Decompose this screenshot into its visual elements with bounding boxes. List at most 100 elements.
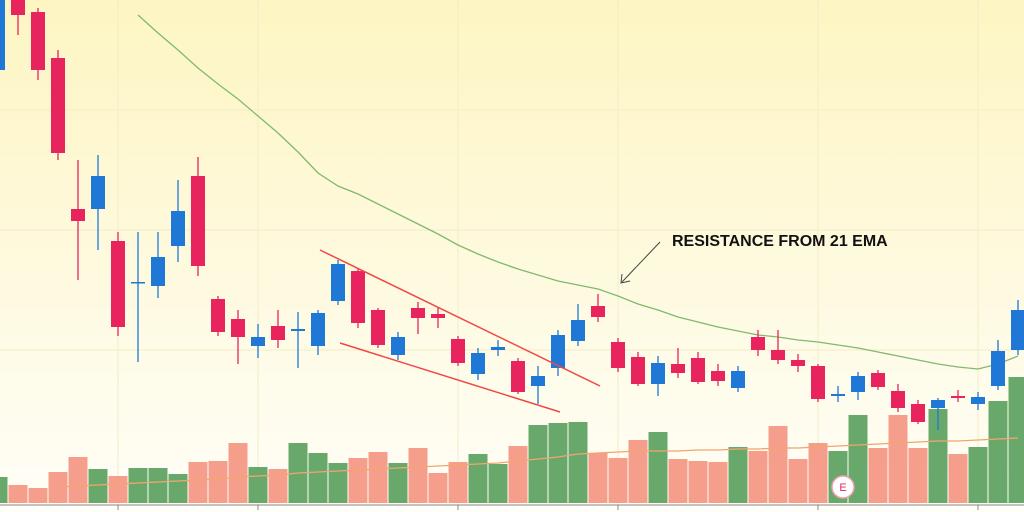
trend-line-lower (339, 342, 561, 413)
candle-body (991, 351, 1005, 386)
volume-bar (68, 457, 88, 503)
volume-bar (268, 469, 288, 503)
candle-body (91, 176, 105, 209)
candle-body (511, 361, 525, 392)
candle-body (191, 176, 205, 266)
volume-bar (788, 459, 808, 503)
volume-bar (448, 462, 468, 503)
candle-body (751, 337, 765, 350)
candle-body (171, 211, 185, 246)
volume-bar (488, 464, 508, 503)
volume-bar (188, 462, 208, 503)
candle-body (291, 329, 305, 331)
candle-body (631, 357, 645, 384)
volume-bar (988, 401, 1008, 503)
candle-body (851, 376, 865, 392)
volume-bar (228, 443, 248, 503)
volume-bar (128, 468, 148, 503)
volume-bar (8, 485, 28, 503)
candle-body (891, 391, 905, 408)
volume-bar (968, 447, 988, 503)
candle-body (951, 396, 965, 398)
x-axis-ticks (117, 505, 979, 510)
trend-line-upper (319, 249, 601, 387)
volume-bar (928, 409, 948, 503)
candle-body (71, 209, 85, 221)
candle-body (211, 299, 225, 332)
volume-bar (668, 459, 688, 503)
candle-body (351, 271, 365, 323)
candle-body (831, 394, 845, 396)
candle-body (671, 364, 685, 373)
volume-bar (248, 467, 268, 503)
volume-bar (408, 448, 428, 503)
candle-body (971, 397, 985, 404)
volume-bar (648, 432, 668, 503)
candle-body (51, 58, 65, 153)
volume-bar (548, 423, 568, 503)
candle-body (811, 366, 825, 399)
candle-body (451, 339, 465, 363)
candle-body (611, 342, 625, 368)
earnings-marker-label: E (839, 482, 846, 494)
candle-body (11, 0, 25, 15)
candle-body (731, 371, 745, 388)
candle-body (591, 306, 605, 317)
volume-bar (628, 440, 648, 503)
candle-body (491, 347, 505, 350)
candle-body (331, 264, 345, 301)
volume-bar (528, 425, 548, 503)
candle-body (231, 319, 245, 337)
candle-body (651, 363, 665, 384)
earnings-marker[interactable] (831, 475, 855, 499)
volume-bar (368, 452, 388, 503)
candle-body (871, 373, 885, 387)
volume-bar (28, 488, 48, 503)
volume-bar (168, 474, 188, 503)
volume-bar (708, 462, 728, 503)
ema-line (137, 14, 1019, 370)
candle-body (1011, 310, 1024, 350)
candle-body (691, 358, 705, 382)
volume-bar (468, 454, 488, 503)
volume-bar (568, 422, 588, 503)
candle-body (431, 314, 445, 318)
volume-bar (868, 448, 888, 503)
volume-bar (948, 454, 968, 503)
volume-bar (148, 468, 168, 503)
volume-bar (508, 446, 528, 503)
candle-body (931, 400, 945, 408)
volume-bar (0, 477, 8, 503)
candle-body (791, 360, 805, 366)
candle-body (711, 371, 725, 381)
volume-bar (728, 447, 748, 503)
volume-bar (888, 415, 908, 503)
candle-body (251, 337, 265, 346)
volume-bar (328, 463, 348, 503)
candle-body (131, 282, 145, 284)
volume-ma-line (57, 437, 1019, 488)
candle-body (371, 310, 385, 345)
candle-body (571, 320, 585, 341)
candle-body (311, 313, 325, 346)
volume-bar (208, 461, 228, 503)
candle-body (111, 241, 125, 327)
volume-bar (748, 451, 768, 503)
candle-body (911, 404, 925, 422)
volume-bar (848, 415, 868, 503)
volume-bar (1008, 377, 1024, 503)
candle-body (771, 350, 785, 360)
candle-body (391, 337, 405, 355)
volume-bar (768, 426, 788, 503)
candle-body (0, 0, 5, 70)
volume-bar (908, 448, 928, 503)
candle-body (531, 376, 545, 386)
volume-bar (428, 473, 448, 503)
candle-body (551, 335, 565, 368)
volume-bar (608, 458, 628, 503)
